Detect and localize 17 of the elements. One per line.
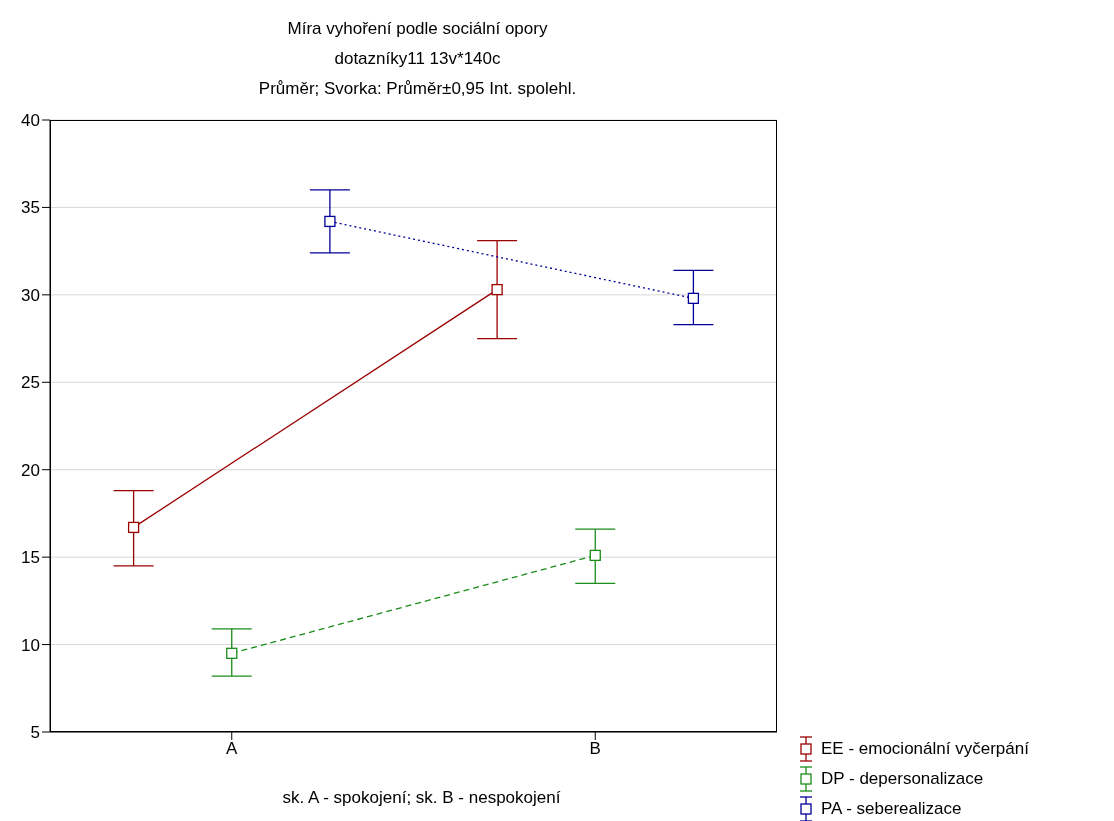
legend-label: EE - emocionální vyčerpání bbox=[821, 738, 1029, 760]
text: Průměr; Svorka: Průměr±0,95 Int. spolehl. bbox=[257, 78, 578, 100]
legend-label: DP - depersonalizace bbox=[821, 768, 984, 790]
y-tick-label: 10 bbox=[21, 635, 40, 655]
x-tick-label: A bbox=[226, 739, 239, 759]
chart-subtitle: dotazníky11 13v*140c bbox=[333, 48, 502, 70]
x-axis-title: sk. A - spokojení; sk. B - nespokojení bbox=[281, 788, 562, 808]
y-tick-label: 15 bbox=[21, 548, 40, 568]
y-tick-label: 40 bbox=[21, 111, 40, 131]
chart-title: Míra vyhoření podle sociální opory bbox=[286, 18, 549, 40]
y-tick-label: 30 bbox=[21, 285, 40, 305]
y-tick-label: 20 bbox=[21, 460, 40, 480]
legend-label: PA - seberealizace bbox=[821, 798, 962, 820]
y-tick-label: 25 bbox=[21, 373, 40, 393]
y-tick-label: 5 bbox=[30, 723, 40, 743]
y-tick-label: 35 bbox=[21, 198, 40, 218]
x-tick-label: B bbox=[589, 739, 601, 759]
